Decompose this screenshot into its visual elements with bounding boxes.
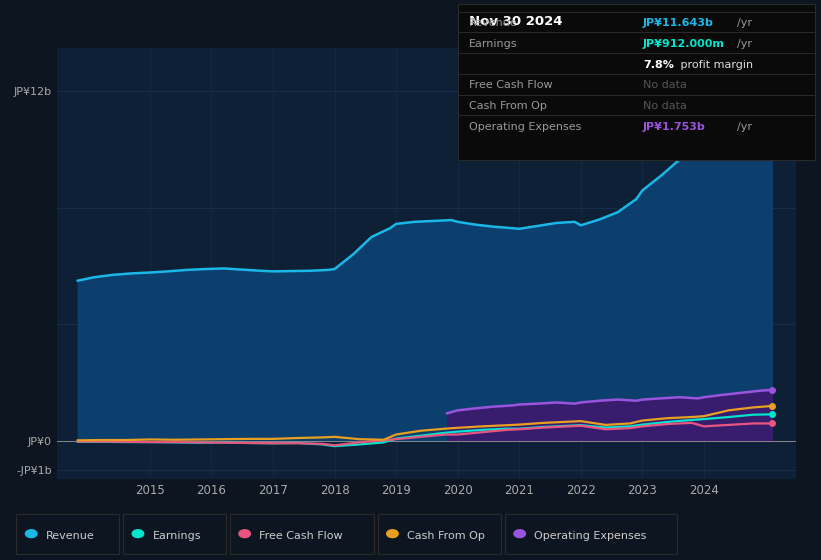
Text: No data: No data — [643, 101, 686, 111]
Text: Operating Expenses: Operating Expenses — [469, 122, 581, 132]
Text: profit margin: profit margin — [677, 60, 754, 69]
Text: /yr: /yr — [737, 122, 752, 132]
Text: JP¥912.000m: JP¥912.000m — [643, 39, 725, 49]
Text: Free Cash Flow: Free Cash Flow — [469, 81, 553, 90]
Text: Earnings: Earnings — [153, 531, 201, 542]
Text: 7.8%: 7.8% — [643, 60, 674, 69]
Text: Earnings: Earnings — [469, 39, 517, 49]
Text: No data: No data — [643, 81, 686, 90]
Text: /yr: /yr — [737, 39, 752, 49]
Text: JP¥1.753b: JP¥1.753b — [643, 122, 705, 132]
Text: Revenue: Revenue — [46, 531, 94, 542]
Text: JP¥11.643b: JP¥11.643b — [643, 18, 713, 28]
Text: Operating Expenses: Operating Expenses — [534, 531, 647, 542]
Text: Revenue: Revenue — [469, 18, 517, 28]
Text: /yr: /yr — [737, 18, 752, 28]
Text: Cash From Op: Cash From Op — [407, 531, 485, 542]
Text: Free Cash Flow: Free Cash Flow — [259, 531, 343, 542]
Text: Cash From Op: Cash From Op — [469, 101, 547, 111]
Text: Nov 30 2024: Nov 30 2024 — [469, 15, 562, 28]
